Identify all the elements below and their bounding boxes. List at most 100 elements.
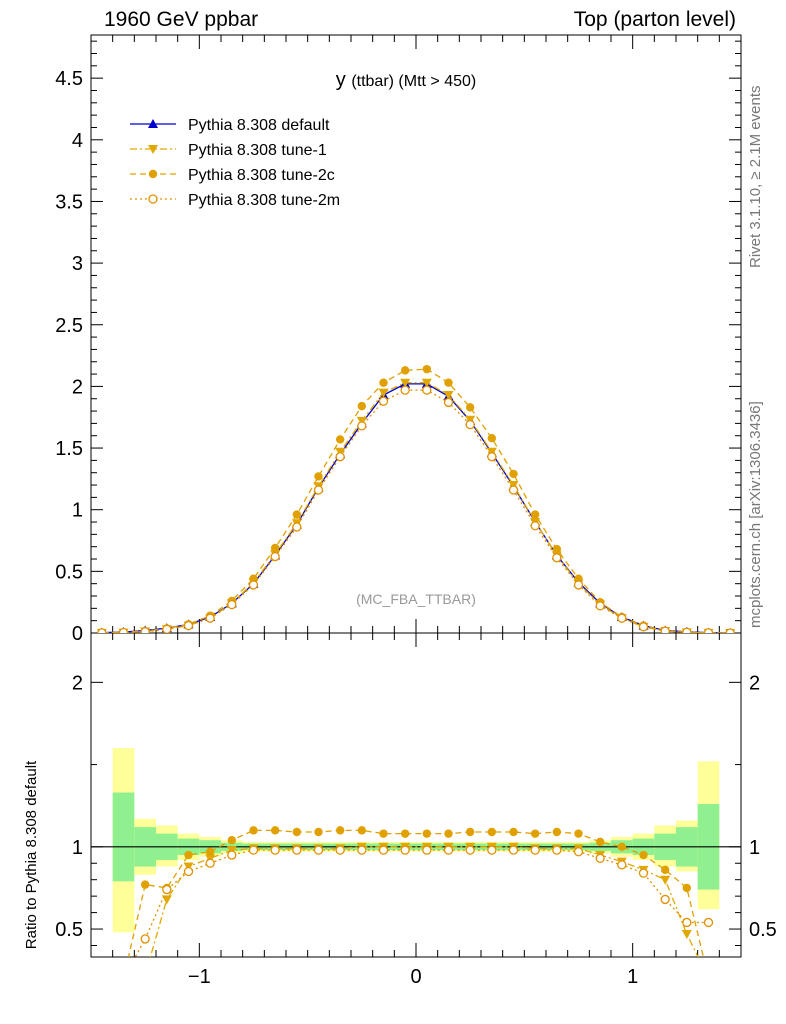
- ratio-ytick-label-right: 2: [749, 672, 760, 694]
- main-ytick-label: 0.5: [55, 561, 83, 583]
- ratio-data-point: [292, 845, 302, 855]
- ratio-data-point: [682, 883, 692, 893]
- ratio-data-point: [487, 827, 497, 837]
- data-point: [487, 452, 497, 462]
- ratio-xtick-label: 1: [627, 966, 638, 988]
- ratio-data-point: [184, 850, 193, 860]
- ratio-data-point: [595, 837, 605, 847]
- ratio-ylabel: Ratio to Pythia 8.308 default: [23, 760, 40, 949]
- ratio-band-inner: [112, 792, 135, 882]
- header-left-label: 1960 GeV ppbar: [104, 8, 259, 31]
- ratio-data-point: [595, 853, 605, 863]
- ratio-data-point: [422, 829, 432, 838]
- ratio-ytick-label: 0.5: [55, 919, 83, 941]
- data-point: [422, 385, 432, 395]
- data-point: [140, 627, 150, 633]
- ratio-data-point: [292, 827, 302, 837]
- data-point: [183, 620, 194, 631]
- legend-label: Pythia 8.308 tune-1: [188, 142, 327, 159]
- ratio-data-point: [509, 827, 518, 837]
- data-point: [227, 599, 237, 610]
- ratio-bands: [112, 748, 720, 933]
- main-ytick-label: 2.5: [55, 315, 83, 337]
- ratio-plot-frame: [90, 632, 742, 958]
- data-point: [552, 553, 562, 563]
- data-point: [357, 401, 367, 411]
- ratio-data-point: [335, 826, 345, 835]
- plot-title-main: y: [336, 69, 352, 91]
- ratio-data-point: [617, 842, 627, 852]
- plot-title-sub: (ttbar) (Mtt > 450): [351, 73, 476, 90]
- data-point: [335, 435, 345, 444]
- ratio-data-point: [660, 865, 670, 875]
- data-point: [465, 419, 475, 430]
- legend-label: Pythia 8.308 tune-2c: [188, 167, 335, 184]
- data-point: [552, 544, 562, 554]
- data-point: [118, 627, 129, 633]
- ratio-data-point: [183, 866, 194, 877]
- data-point: [508, 485, 519, 495]
- rivet-version-label: Rivet 3.1.10, ≥ 2.1M events: [747, 85, 764, 269]
- ratio-data-point: [357, 845, 367, 855]
- ratio-data-point: [379, 829, 388, 838]
- ratio-data-point: [161, 895, 172, 905]
- ratio-data-point: [249, 826, 258, 835]
- ratio-xtick-label: 0: [410, 966, 421, 988]
- data-point: [487, 433, 497, 443]
- data-point: [530, 510, 540, 519]
- data-point: [400, 378, 411, 388]
- data-point: [313, 485, 324, 495]
- ratio-series-1-group: [127, 826, 705, 957]
- ratio-data-point: [422, 845, 432, 855]
- data-point: [162, 624, 172, 633]
- ratio-data-point: [639, 850, 648, 860]
- legend-label: Pythia 8.308 tune-2m: [188, 192, 340, 209]
- data-point: [248, 580, 259, 590]
- ratio-series-line: [127, 829, 705, 957]
- main-ytick-label: 0: [72, 623, 83, 645]
- ratio-data-point: [530, 829, 540, 838]
- data-point: [509, 469, 518, 479]
- data-point: [465, 403, 475, 412]
- plot-title: y (ttbar) (Mtt > 450): [336, 69, 476, 91]
- data-point: [638, 622, 649, 632]
- data-point: [595, 601, 605, 611]
- ratio-data-point: [248, 845, 259, 855]
- main-ytick-label: 4.5: [55, 68, 83, 90]
- ratio-data-point: [552, 827, 562, 837]
- ratio-data-point: [270, 845, 280, 855]
- ratio-data-point: [638, 868, 649, 878]
- ratio-data-point: [660, 875, 671, 885]
- header-right-label: Top (parton level): [573, 8, 736, 31]
- data-point: [379, 378, 388, 387]
- ratio-data-point: [574, 829, 583, 838]
- ratio-data-point: [681, 929, 692, 939]
- ratio-data-point: [465, 827, 475, 837]
- data-point: [530, 521, 540, 531]
- data-point: [97, 628, 107, 633]
- data-point: [205, 613, 215, 623]
- legend-marker: [148, 169, 158, 179]
- legend-marker: [148, 194, 158, 204]
- data-point: [443, 391, 454, 401]
- data-point: [573, 580, 584, 590]
- ratio-data-point: [530, 845, 540, 855]
- data-point: [444, 378, 453, 387]
- ratio-data-point: [617, 860, 627, 870]
- ratio-data-point: [508, 845, 519, 855]
- ratio-data-point: [205, 858, 215, 868]
- ratio-data-point: [227, 836, 237, 845]
- ratio-data-point: [444, 829, 453, 838]
- ratio-series-line: [149, 846, 699, 957]
- ratio-data-point: [140, 880, 150, 889]
- main-ytick-label: 4: [72, 130, 83, 152]
- data-point: [378, 396, 389, 406]
- ratio-series-0-group: [149, 842, 699, 957]
- data-point: [270, 543, 280, 553]
- ratio-data-point: [660, 894, 670, 905]
- ratio-ytick-label: 1: [72, 837, 83, 859]
- data-point: [400, 366, 410, 375]
- ratio-data-point: [552, 845, 562, 855]
- ratio-ytick-label-right: 1: [749, 837, 760, 859]
